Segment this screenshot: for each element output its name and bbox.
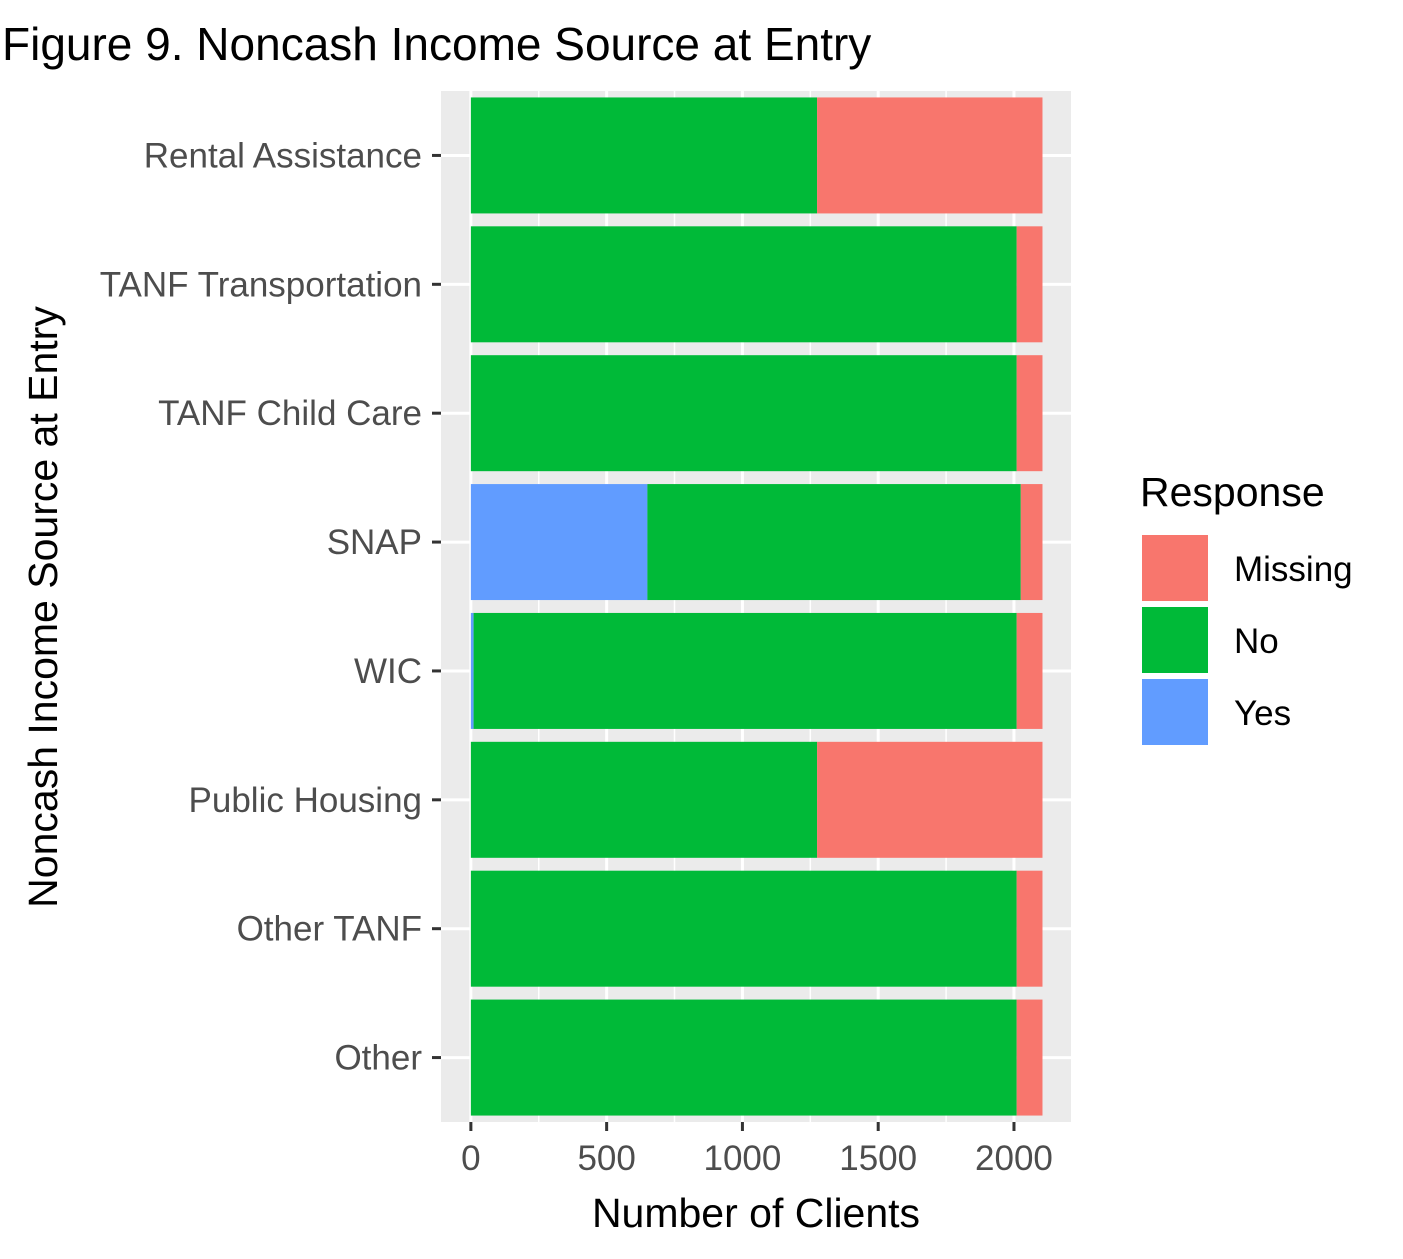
bar-rental-assistance-no [470, 97, 818, 214]
bar-tanf-transportation-missing [1016, 226, 1043, 343]
y-tick-label: TANF Child Care [158, 394, 422, 433]
bar-snap-missing [1020, 484, 1043, 601]
legend-key-yes [1142, 679, 1208, 745]
y-tick-label: Public Housing [189, 781, 422, 820]
bar-tanf-child-care-missing [1016, 355, 1043, 472]
y-tick-label: Rental Assistance [144, 136, 422, 175]
bar-wic-yes [470, 612, 474, 729]
plot-panel [441, 91, 1071, 1122]
bar-other-tanf-no [470, 870, 1017, 987]
legend: Response Missing No Yes [1140, 469, 1353, 745]
bar-snap-no [647, 484, 1021, 601]
y-axis: Rental Assistance TANF Transportation TANF… [100, 136, 441, 1078]
y-tick-label: SNAP [327, 523, 422, 562]
bar-snap-yes [470, 484, 648, 601]
bar-other-missing [1016, 999, 1043, 1116]
x-tick-label: 500 [577, 1139, 635, 1178]
bar-tanf-child-care-no [470, 355, 1017, 472]
bar-wic-missing [1016, 612, 1043, 729]
legend-label-yes: Yes [1234, 694, 1291, 733]
bar-public-housing-missing [817, 741, 1043, 858]
y-tick-label: WIC [354, 652, 422, 691]
x-tick-label: 1500 [839, 1139, 917, 1178]
legend-key-no [1142, 607, 1208, 673]
bar-public-housing-no [470, 741, 818, 858]
bar-tanf-transportation-no [470, 226, 1017, 343]
x-tick-label: 1000 [703, 1139, 781, 1178]
x-axis: 0 500 1000 1500 2000 [461, 1122, 1053, 1178]
bar-wic-no [473, 612, 1017, 729]
legend-title: Response [1140, 469, 1325, 515]
x-tick-label: 0 [461, 1139, 480, 1178]
bar-other-no [470, 999, 1017, 1116]
legend-key-missing [1142, 535, 1208, 601]
legend-label-missing: Missing [1234, 550, 1353, 589]
y-axis-label: Noncash Income Source at Entry [20, 306, 66, 908]
bar-other-tanf-missing [1016, 870, 1043, 987]
x-axis-label: Number of Clients [592, 1190, 920, 1236]
bar-rental-assistance-missing [817, 97, 1043, 214]
y-tick-label: Other TANF [237, 910, 422, 949]
chart-title: Figure 9. Noncash Income Source at Entry [2, 18, 871, 70]
y-tick-label: TANF Transportation [100, 265, 422, 304]
x-tick-label: 2000 [975, 1139, 1053, 1178]
legend-label-no: No [1234, 622, 1279, 661]
y-tick-label: Other [334, 1039, 422, 1078]
